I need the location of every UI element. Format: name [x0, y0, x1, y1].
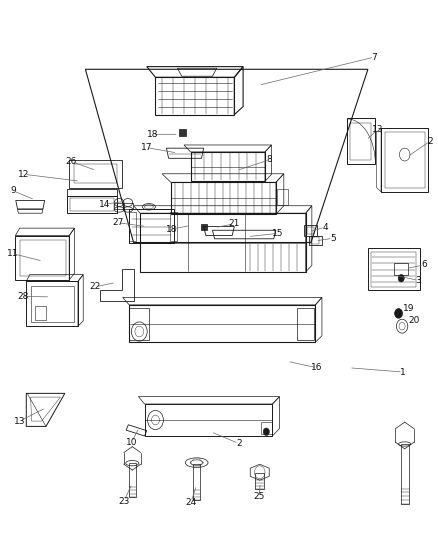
Text: 11: 11 [7, 249, 19, 258]
Text: 13: 13 [372, 125, 383, 134]
Bar [394, 263, 408, 275]
Bar [297, 308, 314, 340]
Bar [170, 212, 177, 241]
Text: 10: 10 [126, 438, 137, 447]
Text: 21: 21 [229, 220, 240, 228]
Bar [311, 237, 319, 244]
Text: 3: 3 [415, 276, 421, 285]
Bar [255, 473, 264, 489]
Bar [193, 464, 200, 500]
Bar [307, 227, 314, 234]
Text: 6: 6 [421, 261, 427, 269]
Text: 13: 13 [14, 417, 25, 425]
Text: 12: 12 [18, 170, 30, 179]
Text: 16: 16 [311, 364, 323, 372]
Text: 19: 19 [403, 304, 415, 313]
Text: 2: 2 [236, 439, 241, 448]
Bar [123, 203, 133, 209]
Text: 4: 4 [322, 223, 328, 231]
Text: 24: 24 [185, 498, 197, 506]
Bar [114, 203, 124, 209]
Bar [277, 189, 288, 205]
Circle shape [263, 428, 269, 435]
Circle shape [398, 274, 404, 282]
Bar [35, 306, 46, 320]
Text: 7: 7 [371, 53, 378, 61]
Bar [129, 308, 149, 340]
Polygon shape [201, 224, 207, 230]
Text: 25: 25 [254, 492, 265, 501]
Text: 22: 22 [90, 282, 101, 291]
Text: 1: 1 [400, 368, 406, 376]
Bar [129, 463, 136, 497]
Text: 18: 18 [147, 130, 158, 139]
Text: 17: 17 [141, 143, 152, 152]
Text: 9: 9 [10, 187, 16, 195]
Text: 28: 28 [17, 292, 28, 301]
Text: 27: 27 [113, 219, 124, 227]
Bar [261, 422, 272, 434]
Text: 18: 18 [166, 225, 177, 233]
Text: 2: 2 [427, 137, 433, 146]
Text: 23: 23 [118, 497, 130, 505]
Text: 20: 20 [408, 317, 420, 325]
Text: 26: 26 [66, 157, 77, 166]
Text: 8: 8 [266, 156, 272, 164]
Polygon shape [179, 129, 186, 136]
Bar [401, 444, 409, 504]
Text: 5: 5 [330, 234, 336, 243]
Text: 14: 14 [99, 200, 111, 208]
Bar [129, 212, 136, 241]
Text: 15: 15 [272, 229, 283, 238]
Circle shape [395, 309, 403, 318]
